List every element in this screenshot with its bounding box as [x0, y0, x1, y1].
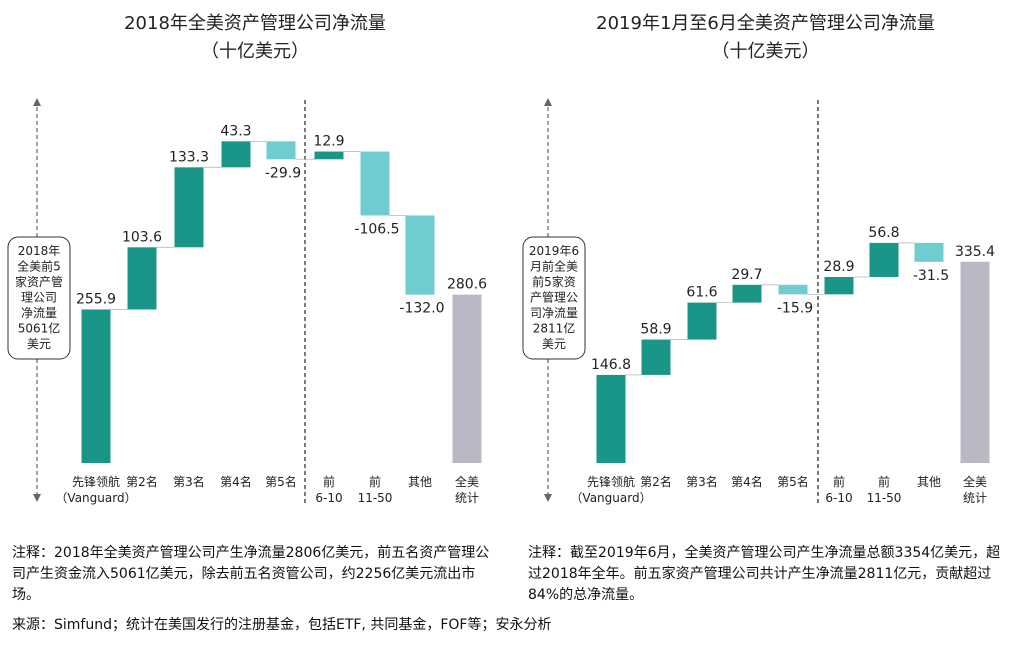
axis-arrow-down-icon: [544, 494, 552, 502]
chart-title: 2019年1月至6月全美资产管理公司净流量 （十亿美元）: [510, 10, 1021, 66]
bar: [127, 247, 157, 310]
data-label: 61.6: [686, 285, 717, 301]
bar: [914, 242, 944, 262]
annotation-text: 理公司: [21, 291, 57, 305]
data-label: 103.6: [122, 229, 162, 245]
category-label: 第5名: [265, 474, 297, 489]
annotation-text: 产管理公: [530, 290, 578, 305]
note-right: 注释：截至2019年6月，全美资产管理公司产生净流量总额3354亿美元，超过20…: [528, 545, 1001, 603]
bar: [641, 339, 671, 375]
annotation-text: 月前全美: [530, 259, 578, 274]
left-chart-panel: 2018年全美资产管理公司净流量 （十亿美元） 2018年 全美前5 家资产管理公司…: [0, 0, 510, 520]
bar: [778, 284, 808, 295]
bar: [960, 261, 990, 463]
category-label: 11-50: [867, 491, 902, 505]
category-label: （Vanguard）: [570, 491, 651, 505]
data-label: -15.9: [777, 300, 813, 316]
data-label: 43.3: [220, 123, 251, 139]
chart-title-line2: （十亿美元）: [711, 41, 820, 62]
category-label: （Vanguard）: [55, 491, 136, 505]
data-label: 12.9: [313, 134, 344, 150]
annotation-text: 5061亿: [18, 321, 61, 336]
data-label: -106.5: [354, 221, 399, 237]
data-label: 58.9: [640, 322, 671, 338]
category-label: 前: [369, 474, 381, 489]
data-label: -31.5: [913, 268, 949, 284]
chart-title-line1: 2019年1月至6月全美资产管理公司净流量: [596, 13, 935, 34]
category-label: 前: [878, 474, 890, 489]
annotation-text: 2811亿: [533, 321, 576, 336]
data-label: 29.7: [731, 267, 762, 283]
bar: [869, 242, 899, 277]
annotation-text: 2018年: [18, 244, 61, 258]
bar: [221, 141, 251, 168]
category-label: 第4名: [220, 474, 252, 489]
axis-arrow-up-icon: [33, 98, 41, 106]
category-label: 先锋领航: [72, 474, 120, 489]
category-label: 第2名: [126, 474, 158, 489]
category-label: 全美: [963, 474, 987, 489]
category-label: 6-10: [825, 491, 852, 505]
category-label: 第5名: [777, 474, 809, 489]
data-label: 146.8: [591, 357, 631, 373]
annotation-text: 美元: [27, 337, 51, 351]
category-label: 先锋领航: [587, 474, 635, 489]
bar: [266, 141, 296, 160]
annotation-text: 净流量: [21, 306, 57, 320]
category-label: 6-10: [315, 491, 342, 505]
bar: [732, 284, 762, 303]
annotation-box: [7, 236, 71, 360]
bar: [824, 277, 854, 295]
bar: [174, 167, 204, 248]
annotation-text: 司净流量: [530, 306, 578, 320]
bar: [452, 294, 482, 463]
bar: [360, 151, 390, 216]
category-label: 其他: [917, 475, 941, 489]
chart-title-line2: （十亿美元）: [201, 41, 309, 62]
category-label: 第2名: [640, 474, 672, 489]
data-label: 56.8: [868, 225, 899, 241]
annotation-text: 家资产管: [15, 274, 63, 289]
bar: [314, 151, 344, 160]
data-label: 255.9: [76, 291, 116, 307]
bar: [405, 215, 435, 295]
source-note: 来源：Simfund；统计在美国发行的注册基金，包括ETF, 共同基金，FOF等…: [12, 617, 552, 633]
data-label: 280.6: [447, 277, 487, 293]
category-label: 前: [323, 474, 335, 489]
category-label: 第3名: [173, 474, 205, 489]
bar: [687, 302, 717, 340]
bar: [81, 309, 111, 463]
annotation-text: 美元: [542, 337, 566, 351]
annotation-text: 2019年6: [529, 244, 579, 258]
category-label: 第4名: [731, 474, 763, 489]
data-label: -29.9: [265, 165, 301, 181]
category-label: 其他: [408, 475, 432, 489]
axis-arrow-down-icon: [33, 494, 41, 502]
note-left: 注释：2018年全美资产管理公司产生净流量2806亿美元，前五名资产管理公司产生…: [12, 545, 490, 603]
annotation-box: [522, 236, 586, 360]
data-label: -132.0: [399, 301, 444, 317]
annotation-text: 前5家资: [532, 274, 576, 289]
category-label: 全美: [455, 474, 479, 489]
data-label: 335.4: [955, 244, 995, 260]
data-label: 133.3: [169, 149, 209, 165]
chart-title: 2018年全美资产管理公司净流量 （十亿美元）: [0, 10, 510, 66]
annotation-text: 全美前5: [17, 259, 61, 274]
category-label: 统计: [963, 491, 987, 505]
data-label: 28.9: [823, 259, 854, 275]
right-chart-panel: 2019年1月至6月全美资产管理公司净流量 （十亿美元） 2019年6 月前全美前…: [510, 0, 1021, 520]
bar: [596, 374, 626, 463]
category-label: 统计: [455, 491, 479, 505]
category-label: 11-50: [358, 491, 393, 505]
category-label: 第3名: [686, 474, 718, 489]
category-label: 前: [833, 474, 845, 489]
axis-arrow-up-icon: [544, 98, 552, 106]
chart-title-line1: 2018年全美资产管理公司净流量: [124, 13, 386, 34]
